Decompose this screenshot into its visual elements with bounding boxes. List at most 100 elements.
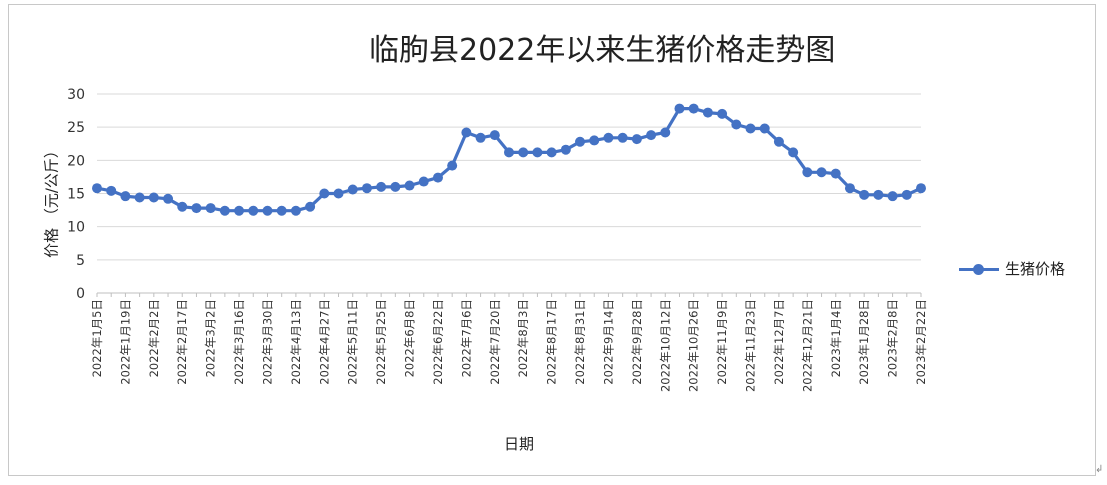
data-point	[376, 181, 387, 192]
x-tick-label: 2022年3月30日	[260, 299, 274, 385]
data-point	[134, 192, 145, 203]
paragraph-mark-icon: ↲	[1095, 464, 1104, 475]
data-point	[262, 205, 273, 216]
x-tick-label: 2022年12月7日	[772, 299, 786, 385]
data-point	[290, 205, 301, 216]
x-tick-label: 2022年2月17日	[175, 299, 189, 385]
data-point	[177, 201, 188, 212]
y-tick-label: 10	[67, 220, 85, 236]
data-point	[305, 201, 316, 212]
data-point	[589, 135, 600, 146]
data-point	[773, 136, 784, 147]
y-tick-label: 5	[76, 253, 85, 269]
data-point	[432, 172, 443, 183]
x-tick-label: 2022年11月23日	[744, 299, 758, 392]
data-point	[901, 189, 912, 200]
x-tick-label: 2022年3月16日	[232, 299, 246, 385]
x-tick-label: 2022年6月8日	[403, 299, 417, 377]
data-point	[92, 183, 102, 194]
data-point	[844, 183, 855, 194]
data-point	[802, 167, 813, 178]
x-tick-label: 2022年6月22日	[431, 299, 445, 385]
data-point	[631, 134, 642, 145]
data-point	[731, 119, 742, 130]
data-point	[688, 103, 699, 114]
data-point	[447, 160, 458, 171]
x-axis-label: 日期	[503, 435, 534, 453]
x-tick-label: 2022年7月20日	[488, 299, 502, 385]
legend-marker	[959, 263, 999, 275]
data-point	[887, 191, 898, 202]
data-point	[646, 130, 657, 141]
x-tick-label: 2022年2月2日	[147, 299, 161, 377]
legend: 生猪价格	[959, 258, 1065, 279]
x-tick-label: 2022年9月14日	[601, 299, 615, 385]
data-point	[475, 132, 486, 143]
data-point	[859, 189, 870, 200]
y-tick-label: 0	[76, 286, 85, 302]
data-point	[759, 123, 770, 134]
x-tick-label: 2022年5月25日	[374, 299, 388, 385]
data-point	[276, 205, 287, 216]
data-point	[234, 205, 245, 216]
data-point	[333, 188, 344, 199]
data-point	[830, 168, 841, 179]
data-point	[390, 181, 401, 192]
data-point	[816, 167, 827, 178]
data-point	[702, 107, 713, 118]
chart-plot: 0 5 10 15 20 25 30 2022年1月5日 2022年1月19日 2022年2月2日…	[67, 87, 928, 392]
data-point	[205, 203, 216, 214]
chart-frame: 临朐县2022年以来生猪价格走势图 0 5 10 15 20 25 30 2022年1月5日 2…	[8, 4, 1096, 476]
data-point	[916, 183, 926, 194]
data-point	[532, 147, 543, 158]
data-point	[603, 132, 614, 143]
data-point	[575, 136, 586, 147]
data-point	[560, 144, 571, 155]
data-point	[163, 193, 174, 204]
data-point	[361, 183, 372, 194]
x-tick-label: 2023年1月28日	[857, 299, 871, 385]
x-tick-label: 2022年10月26日	[687, 299, 701, 392]
x-tick-label: 2022年1月5日	[90, 299, 104, 377]
data-point	[148, 192, 159, 203]
data-point	[518, 147, 529, 158]
x-tick-label: 2023年1月4日	[829, 299, 843, 377]
x-tick-label: 2022年12月21日	[800, 299, 814, 392]
x-tick-label: 2022年4月13日	[289, 299, 303, 385]
data-point	[120, 191, 131, 202]
chart-title: 临朐县2022年以来生猪价格走势图	[369, 33, 836, 68]
y-tick-label: 30	[67, 87, 85, 103]
data-point	[489, 130, 500, 141]
data-point	[788, 147, 799, 158]
data-point	[674, 103, 685, 114]
y-tick-label: 25	[67, 120, 85, 136]
x-tick-label: 2022年4月27日	[317, 299, 331, 385]
x-tick-label: 2023年2月22日	[914, 299, 928, 385]
data-point	[873, 189, 884, 200]
x-tick-label: 2022年7月6日	[459, 299, 473, 377]
legend-label: 生猪价格	[1005, 260, 1066, 278]
x-tick-label: 2022年11月9日	[715, 299, 729, 385]
data-point	[418, 176, 429, 187]
x-tick-label: 2022年8月3日	[516, 299, 530, 377]
data-point	[546, 147, 557, 158]
data-point	[504, 147, 514, 158]
data-point	[219, 205, 230, 216]
x-tick-label: 2022年9月28日	[630, 299, 644, 385]
y-tick-label: 15	[67, 187, 85, 203]
x-tick-label: 2022年3月2日	[204, 299, 218, 377]
data-point	[191, 203, 202, 214]
data-point	[404, 180, 415, 191]
x-tick-label: 2022年8月17日	[545, 299, 559, 385]
data-point	[660, 127, 671, 138]
data-point	[717, 108, 728, 119]
x-tick-label: 2022年5月11日	[346, 299, 360, 385]
x-tick-label: 2023年2月8日	[886, 299, 900, 377]
data-point	[106, 185, 117, 196]
x-tick-label: 2022年8月31日	[573, 299, 587, 385]
data-point	[319, 188, 330, 199]
data-point	[248, 205, 259, 216]
data-point	[745, 123, 756, 134]
y-tick-label: 20	[67, 153, 85, 169]
data-point	[347, 184, 358, 195]
